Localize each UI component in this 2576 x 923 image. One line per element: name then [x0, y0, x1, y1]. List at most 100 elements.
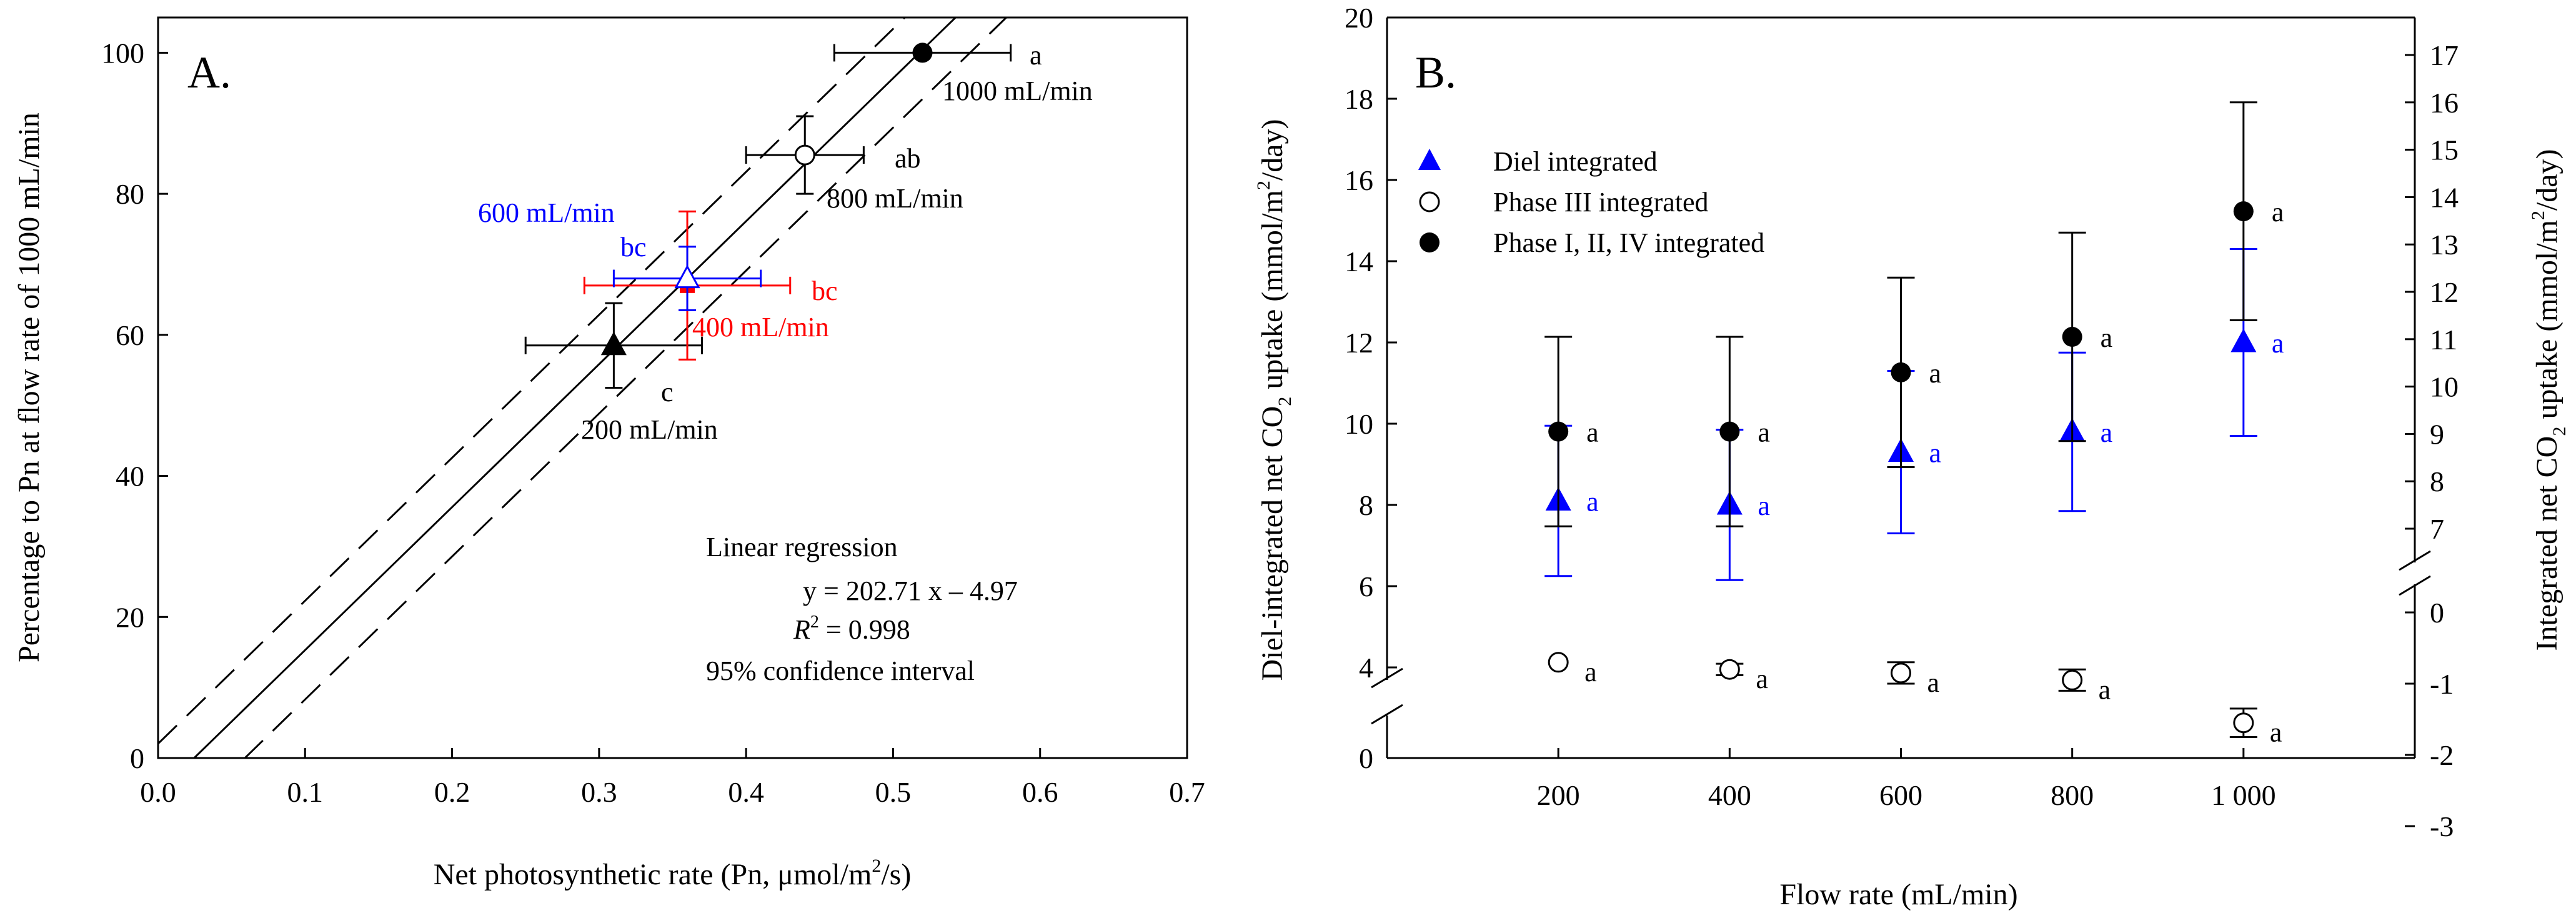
panel-b-y-right-title: Integrated net CO2 uptake (mmol/m2/day)	[2528, 149, 2570, 651]
x-tick-label: 600	[1879, 779, 1922, 811]
point-600-ml-min-marker	[674, 264, 700, 289]
panel-b-label: B.	[1415, 47, 1456, 97]
series-phase-iii-integrated-letter: a	[1756, 664, 1768, 694]
series-phase-i-ii-iv-integrated-marker	[2062, 327, 2082, 347]
x-tick-label: 0.6	[1022, 776, 1058, 808]
panel-a-y-title: Percentage to Pn at flow rate of 1000 mL…	[12, 112, 46, 662]
letter-1000: a	[1030, 40, 1042, 71]
label-200: 200 mL/min	[581, 414, 718, 445]
series-phase-i-ii-iv-integrated-letter: a	[1758, 417, 1770, 448]
y-tick-label: 60	[116, 319, 144, 351]
panel-a: A. 0.0 0.1 0.2 0.3 0.4 0.5 0.6 0.7 0 20 40 60 80 100…	[12, 16, 1205, 891]
x-tick-label: 0.0	[140, 776, 176, 808]
right-axis-break-mark	[2399, 575, 2431, 596]
y-tick-label: 40	[116, 461, 144, 492]
x-tick-label: 800	[2051, 779, 2094, 811]
panel-b: 0 4 6 8 10 12 14 16 18 20 7 8 9 10 11 12 13 14 15 16 17 0 -1 -2…	[1253, 2, 2570, 911]
series-phase-iii-integrated-marker	[1548, 652, 1569, 673]
y-left-tick-label: 20	[1345, 2, 1373, 34]
x-tick-label: 0.4	[728, 776, 764, 808]
x-tick-label: 400	[1708, 779, 1751, 811]
panel-b-points: a a a a a a a a a a a a a a a	[1544, 101, 2284, 748]
point-800-ml-min-marker	[794, 144, 815, 166]
series-phase-i-ii-iv-integrated-marker	[1891, 362, 1911, 382]
legend-entry-phase-iii: Phase III integrated	[1493, 187, 1709, 217]
panel-a-label: A.	[187, 47, 231, 97]
panel-a-y-axis: 0 20 40 60 80 100	[101, 37, 168, 774]
y-right-tick-label: 7	[2430, 513, 2444, 545]
y-left-tick-label: 16	[1345, 164, 1373, 196]
y-right-tick-label: 0	[2430, 597, 2444, 629]
point-200-ml-min-marker	[600, 331, 627, 356]
panel-b-x-title: Flow rate (mL/min)	[1779, 878, 2017, 911]
label-800: 800 mL/min	[827, 183, 963, 214]
series-diel-integrated-letter: a	[1758, 491, 1770, 521]
series-phase-iii-integrated-marker	[2233, 712, 2254, 734]
y-left-tick-label: 18	[1345, 83, 1373, 115]
series-phase-i-ii-iv-integrated-marker	[1548, 421, 1569, 442]
left-axis-break-mark	[1371, 667, 1403, 689]
y-left-tick-label: 6	[1359, 571, 1373, 602]
x-tick-label: 0.5	[875, 776, 912, 808]
series-phase-i-ii-iv-integrated-letter: a	[1929, 358, 1942, 389]
series-phase-i-ii-iv-integrated-letter: a	[1586, 417, 1599, 448]
y-tick-label: 0	[130, 742, 144, 774]
legend-entry-diel: Diel integrated	[1493, 146, 1658, 177]
panel-a-x-title: Net photosynthetic rate (Pn, μmol/m2/s)	[434, 856, 912, 891]
legend-open-circle-icon	[1419, 191, 1440, 212]
series-phase-iii-integrated-letter: a	[1584, 657, 1597, 687]
series-phase-iii-integrated-letter: a	[2270, 717, 2282, 748]
x-tick-label: 200	[1537, 779, 1580, 811]
panel-a-points	[524, 42, 1012, 389]
legend-entry-phase-i-ii-iv: Phase I, II, IV integrated	[1493, 227, 1764, 258]
y-right-tick-label: 17	[2430, 39, 2459, 71]
y-left-tick-label: 0	[1359, 742, 1373, 774]
letter-400: bc	[812, 276, 838, 306]
x-tick-label: 0.2	[434, 776, 470, 808]
y-right-tick-label: -2	[2430, 739, 2454, 771]
y-tick-label: 100	[101, 37, 144, 69]
x-tick-label: 0.1	[287, 776, 324, 808]
point-1000-ml-min-marker	[912, 42, 933, 63]
x-tick-label: 0.7	[1169, 776, 1205, 808]
y-right-tick-label: 16	[2430, 87, 2459, 119]
legend-triangle-icon	[1418, 149, 1441, 170]
regression-ci-label: 95% confidence interval	[706, 656, 975, 686]
letter-800: ab	[895, 143, 921, 174]
y-right-tick-label: 10	[2430, 371, 2459, 403]
panel-a-frame	[157, 16, 1188, 759]
series-phase-i-ii-iv-integrated-letter: a	[2101, 322, 2113, 353]
y-right-tick-label: -3	[2430, 811, 2454, 842]
series-diel-integrated-letter: a	[2101, 417, 2113, 448]
letter-600: bc	[620, 232, 647, 262]
y-right-tick-label: 12	[2430, 276, 2459, 308]
label-600: 600 mL/min	[478, 197, 615, 228]
label-1000: 1000 mL/min	[942, 76, 1093, 106]
y-right-tick-label: 14	[2430, 181, 2459, 213]
y-right-tick-label: -1	[2430, 668, 2454, 700]
y-left-tick-label: 10	[1345, 408, 1373, 440]
legend-filled-circle-icon	[1420, 232, 1440, 252]
y-right-tick-label: 11	[2430, 324, 2457, 356]
y-left-tick-label: 12	[1345, 327, 1373, 359]
y-right-tick-label: 9	[2430, 418, 2444, 450]
series-phase-iii-integrated-marker	[1719, 659, 1740, 680]
series-diel-integrated-marker	[2230, 328, 2257, 352]
letter-200: c	[661, 377, 674, 407]
series-phase-iii-integrated-marker	[1891, 662, 1911, 684]
series-diel-integrated-letter: a	[1586, 487, 1599, 517]
series-diel-integrated-letter: a	[2272, 328, 2284, 359]
regression-r2: R2 = 0.998	[793, 612, 910, 645]
panel-b-y-left-title: Diel-integrated net CO2 uptake (mmol/m2/…	[1253, 119, 1295, 681]
panel-a-x-axis: 0.0 0.1 0.2 0.3 0.4 0.5 0.6 0.7	[140, 748, 1205, 808]
y-right-tick-label: 15	[2430, 134, 2459, 166]
left-axis-break-mark	[1371, 704, 1403, 725]
series-phase-i-ii-iv-integrated-marker	[2233, 201, 2254, 222]
y-right-tick-label: 8	[2430, 466, 2444, 497]
x-tick-label: 0.3	[581, 776, 617, 808]
label-400: 400 mL/min	[692, 312, 829, 342]
y-left-tick-label: 8	[1359, 489, 1373, 521]
panel-b-axes: 0 4 6 8 10 12 14 16 18 20 7 8 9 10 11 12 13 14 15 16 17 0 -1 -2…	[1345, 2, 2459, 842]
series-phase-iii-integrated-marker	[2062, 669, 2083, 691]
